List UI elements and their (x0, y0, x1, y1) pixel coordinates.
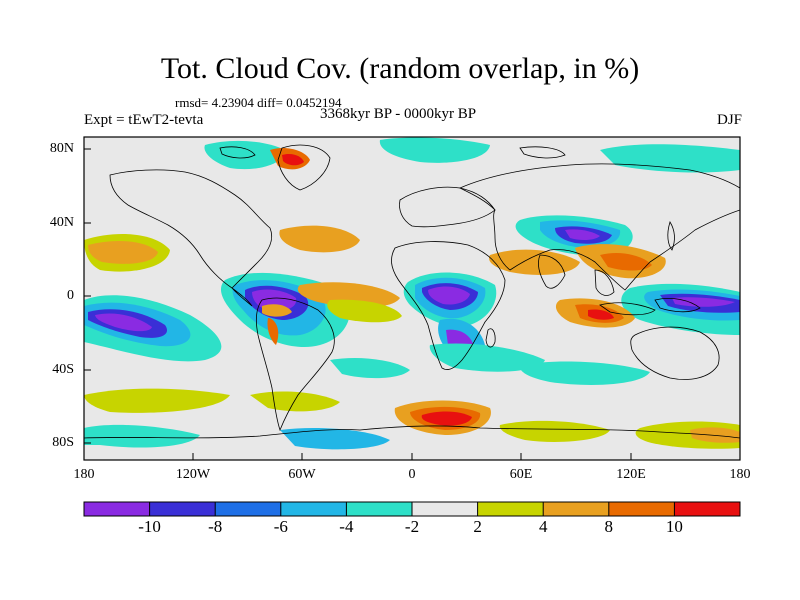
period-label: 3368kyr BP - 0000kyr BP (320, 106, 477, 122)
anomaly-region (204, 140, 285, 170)
lat-label-80s: 80S (52, 435, 74, 450)
anomaly-region (499, 420, 610, 442)
anomaly-region (84, 424, 200, 448)
anomaly-region (672, 297, 735, 307)
anomaly-region (428, 286, 470, 305)
colorbar-label: -8 (208, 517, 223, 536)
colorbar-label: -2 (404, 517, 420, 536)
anomaly-region (327, 299, 402, 323)
anomaly-region (297, 282, 400, 308)
lat-label-80n: 80N (49, 141, 74, 156)
anomaly-region (588, 309, 614, 320)
colorbar-swatch (149, 502, 216, 516)
lon-label-180e: 180 (729, 467, 751, 482)
anomaly-region (95, 313, 152, 332)
anomaly-region (267, 318, 279, 345)
anomaly-region (519, 361, 650, 385)
lat-label-0: 0 (67, 288, 74, 303)
anomaly-region (379, 137, 490, 163)
lon-label-120e: 120E (616, 467, 646, 482)
colorbar (83, 501, 741, 517)
lon-label-60w: 60W (288, 467, 316, 482)
anomaly-region (600, 144, 740, 173)
anomaly-region (88, 240, 158, 264)
anomaly-region (330, 358, 410, 379)
anomaly-region (84, 388, 230, 413)
colorbar-label: -4 (339, 517, 354, 536)
anomaly-region (429, 343, 545, 372)
lon-label-0: 0 (408, 467, 416, 482)
colorbar-label: 8 (604, 517, 614, 536)
map-title: Tot. Cloud Cov. (random overlap, in %) (160, 52, 640, 85)
colorbar-swatch (543, 502, 609, 516)
colorbar-swatch (412, 502, 478, 516)
colorbar-swatch (608, 502, 675, 516)
statistics-text: rmsd= 4.23904 diff= 0.0452194 (175, 95, 342, 110)
colorbar-label: 10 (665, 517, 683, 536)
colorbar-swatch (346, 502, 412, 516)
lon-label-120w: 120W (175, 467, 211, 482)
anomaly-region (421, 411, 472, 426)
colorbar-swatch (477, 502, 544, 516)
lat-label-40n: 40N (49, 215, 74, 230)
lat-label-40s: 40S (52, 362, 74, 377)
anomaly-region (282, 153, 304, 166)
colorbar-swatch (674, 502, 740, 516)
axis-ticks (83, 148, 741, 460)
colorbar-label: 2 (473, 517, 482, 536)
colorbar-swatch (215, 502, 281, 516)
experiment-label: Expt = tEwT2-tevta (84, 112, 204, 128)
anomaly-region (280, 428, 390, 450)
colorbar-label: -10 (138, 517, 161, 536)
colorbar-swatch (280, 502, 347, 516)
lon-label-60e: 60E (509, 467, 533, 482)
anomaly-region (279, 225, 360, 253)
anomaly-region (262, 304, 292, 317)
anomaly-region (600, 253, 652, 271)
anomaly-region (250, 391, 340, 412)
colorbar-label: 4 (538, 517, 548, 536)
colorbar-swatch (84, 502, 150, 516)
season-label: DJF (716, 112, 742, 128)
coastlines (84, 144, 740, 439)
lon-label-180w: 180 (73, 467, 95, 482)
anomaly-region (565, 229, 600, 241)
colorbar-label: -6 (273, 517, 288, 536)
